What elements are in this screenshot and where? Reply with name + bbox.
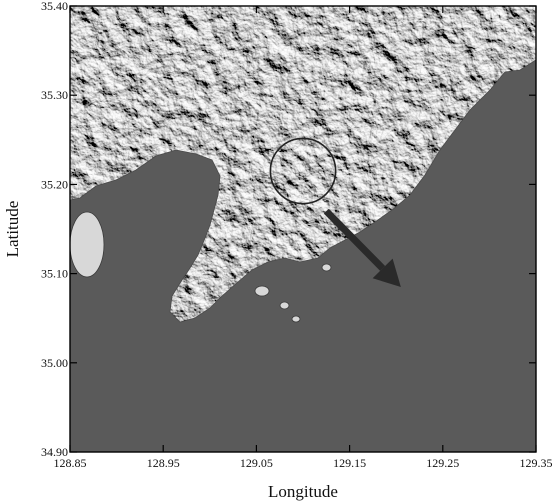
x-axis-title: Longitude — [268, 482, 338, 501]
map-frame — [69, 5, 537, 453]
x-tick-label: 129.15 — [333, 456, 366, 470]
y-tick-label: 34.90 — [41, 445, 68, 459]
y-tick-label: 35.20 — [41, 177, 68, 191]
island — [279, 301, 290, 310]
island — [254, 285, 270, 297]
islands — [70, 211, 332, 323]
island — [321, 263, 332, 272]
x-axis-ticks — [69, 6, 537, 452]
direction-arrowhead — [372, 258, 401, 287]
x-tick-label: 128.95 — [147, 456, 180, 470]
y-tick-label: 35.00 — [41, 356, 68, 370]
y-axis-title: Latitude — [3, 201, 22, 258]
map-plot-area — [70, 6, 536, 452]
y-tick-label: 35.40 — [41, 0, 68, 13]
x-tick-label: 129.35 — [520, 456, 553, 470]
island — [291, 315, 301, 323]
x-axis-tick-labels: 128.85 128.95 129.05 129.15 129.25 129.35 — [54, 456, 553, 470]
y-axis-tick-labels: 34.90 35.00 35.10 35.20 35.30 35.40 — [41, 0, 68, 459]
y-axis-ticks — [70, 5, 536, 453]
island — [70, 211, 105, 278]
x-tick-label: 128.85 — [54, 456, 87, 470]
direction-arrow — [323, 208, 386, 271]
y-tick-label: 35.10 — [41, 267, 68, 281]
y-tick-label: 35.30 — [41, 88, 68, 102]
x-tick-label: 129.25 — [426, 456, 459, 470]
coastline — [70, 6, 536, 323]
study-area-circle — [269, 137, 337, 205]
x-tick-label: 129.05 — [240, 456, 273, 470]
